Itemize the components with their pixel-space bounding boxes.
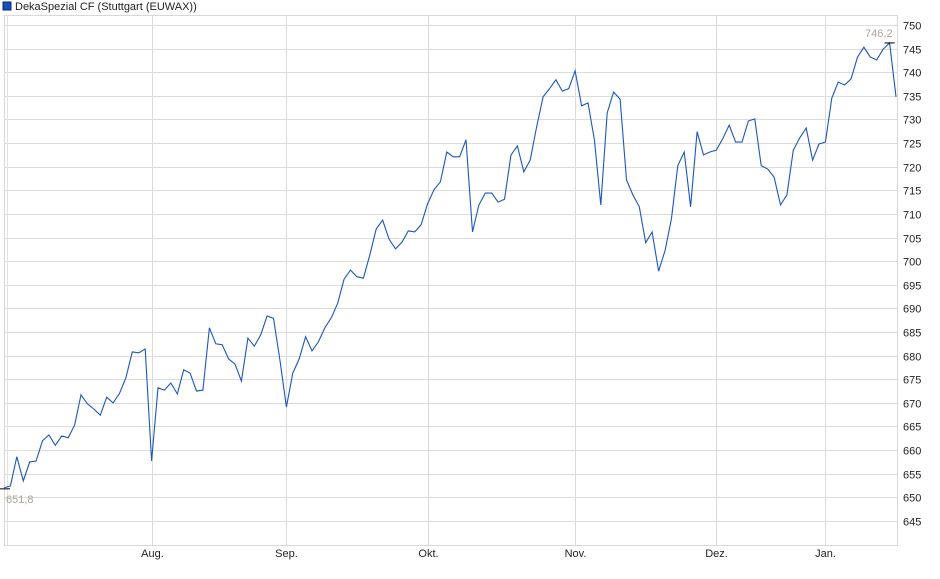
y-tick-label: 745	[903, 45, 921, 57]
grid	[4, 16, 897, 546]
x-tick-label: Okt.	[418, 548, 438, 560]
y-tick-label: 665	[903, 422, 921, 434]
min-label: 651,8	[6, 494, 34, 506]
y-tick-label: 670	[903, 399, 921, 411]
y-tick-label: 720	[903, 163, 921, 175]
price-line	[3, 41, 897, 489]
y-tick-label: 710	[903, 210, 921, 222]
x-axis: Aug. Sep. Okt. Nov. Dez. Jan.	[141, 548, 836, 560]
y-tick-label: 750	[903, 21, 921, 33]
y-tick-label: 735	[903, 92, 921, 104]
y-tick-label: 650	[903, 493, 921, 505]
y-tick-label: 705	[903, 234, 921, 246]
x-tick-label: Jan.	[815, 548, 836, 560]
y-tick-label: 700	[903, 257, 921, 269]
y-tick-label: 660	[903, 446, 921, 458]
x-tick-label: Nov.	[565, 548, 587, 560]
y-tick-label: 645	[903, 517, 921, 529]
annotations: 651,8 746,2	[0, 28, 895, 506]
y-tick-label: 690	[903, 304, 921, 316]
x-tick-label: Aug.	[141, 548, 164, 560]
y-tick-label: 695	[903, 281, 921, 293]
legend-swatch	[2, 1, 12, 11]
y-tick-label: 685	[903, 328, 921, 340]
y-tick-label: 740	[903, 68, 921, 80]
y-tick-label: 680	[903, 352, 921, 364]
legend-label: DekaSpezial CF (Stuttgart (EUWAX))	[15, 1, 197, 13]
y-tick-label: 730	[903, 115, 921, 127]
x-tick-label: Sep.	[275, 548, 298, 560]
y-tick-label: 715	[903, 186, 921, 198]
y-tick-label: 655	[903, 470, 921, 482]
max-label: 746,2	[865, 28, 893, 40]
x-tick-label: Dez.	[705, 548, 728, 560]
y-axis: 645 650 655 660 665 670 675 680 685 690 695 700 705 7…	[903, 21, 921, 529]
plot-frame	[4, 15, 898, 546]
y-tick-label: 675	[903, 375, 921, 387]
y-tick-label: 725	[903, 139, 921, 151]
